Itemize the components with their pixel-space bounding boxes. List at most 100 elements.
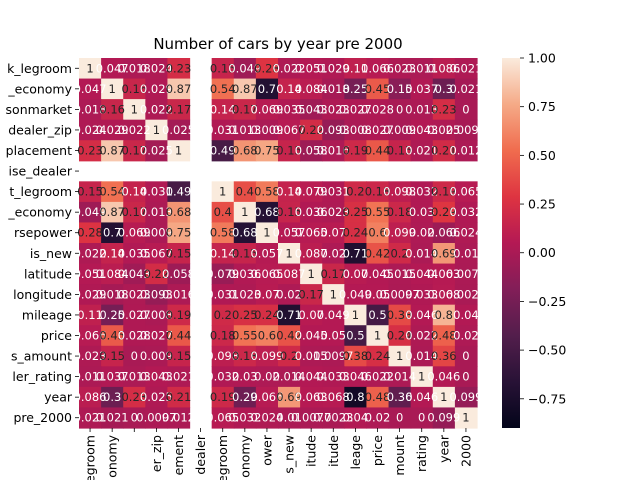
heatmap-cell bbox=[211, 366, 235, 388]
heatmap-cell bbox=[366, 222, 390, 244]
heatmap-cell bbox=[278, 119, 301, 141]
heatmap-cell bbox=[79, 243, 102, 265]
cell-value-label: 1 bbox=[308, 267, 315, 281]
heatmap-cell bbox=[344, 366, 368, 388]
cell-value-label: 0.025 bbox=[140, 144, 173, 158]
heatmap-cell bbox=[300, 386, 323, 409]
cell-value-label: 0.009 bbox=[250, 123, 283, 137]
colorbar-tick-label: −0.50 bbox=[528, 343, 566, 358]
cell-value-label: 0.009 bbox=[140, 226, 173, 240]
cell-value-label: 0.2 bbox=[390, 246, 408, 260]
heatmap-cell bbox=[211, 58, 235, 80]
column-tick-label: rating bbox=[414, 435, 429, 472]
cell-value-label: 0.044 bbox=[405, 267, 438, 281]
row-tick-label: ise_dealer bbox=[8, 164, 72, 179]
heatmap-cell bbox=[410, 222, 434, 244]
cell-value-label: 1 bbox=[330, 287, 337, 301]
cell-value-label: 0.068 bbox=[317, 390, 350, 404]
cell-value-label: 0.067 bbox=[273, 123, 306, 137]
heatmap-cell bbox=[410, 58, 434, 80]
heatmap-cell bbox=[344, 119, 368, 141]
heatmap-cell bbox=[344, 181, 368, 203]
heatmap-cell bbox=[123, 201, 146, 224]
cell-value-label: 0 bbox=[396, 102, 403, 116]
cell-value-label: 0.8 bbox=[346, 390, 364, 404]
cell-value-label: 0.021 bbox=[74, 411, 107, 425]
heatmap-cell bbox=[123, 325, 146, 347]
cell-value-label: 0.028 bbox=[118, 329, 151, 343]
cell-value-label: 0.049 bbox=[339, 287, 372, 301]
heatmap-cell bbox=[300, 284, 323, 306]
heatmap-cell bbox=[454, 325, 478, 347]
heatmap-cell bbox=[233, 386, 257, 409]
cell-value-label: 0.018 bbox=[118, 61, 151, 75]
cell-value-label: 0.031 bbox=[206, 287, 239, 301]
heatmap-cell bbox=[79, 345, 102, 367]
cell-value-label: 0.68 bbox=[232, 226, 258, 240]
cell-value-label: 0.099 bbox=[449, 390, 482, 404]
heatmap-cell bbox=[322, 181, 345, 203]
heatmap-cell bbox=[145, 263, 169, 285]
cell-value-label: 0.022 bbox=[118, 123, 151, 137]
heatmap-cell bbox=[366, 304, 390, 326]
colorbar-tick-label: −0.75 bbox=[528, 391, 566, 406]
heatmap-cell bbox=[167, 345, 191, 367]
cell-value-label: 0.013 bbox=[405, 102, 438, 116]
cell-value-label: 0.01 bbox=[276, 411, 302, 425]
heatmap-cell bbox=[167, 119, 191, 141]
cell-value-label: 0.75 bbox=[254, 144, 280, 158]
heatmap-cell bbox=[278, 99, 301, 121]
heatmap-cell bbox=[300, 78, 323, 100]
row-tick-label: is_new bbox=[30, 246, 72, 261]
heatmap-cell bbox=[233, 140, 257, 162]
cell-value-label: 0.3 bbox=[103, 390, 121, 404]
heatmap-cell bbox=[344, 386, 368, 409]
heatmap-cell bbox=[145, 366, 169, 388]
heatmap-cell bbox=[300, 222, 323, 244]
row-tick-label: k_legroom bbox=[7, 61, 72, 76]
cell-value-label: 0.68 bbox=[254, 205, 280, 219]
heatmap-cell bbox=[167, 325, 191, 347]
heatmap-cell bbox=[123, 304, 146, 326]
heatmap-cell bbox=[366, 140, 390, 162]
column-tick-label: mount bbox=[392, 435, 407, 476]
heatmap-cell bbox=[454, 140, 478, 162]
heatmap-cell bbox=[454, 78, 478, 100]
heatmap-cell bbox=[278, 263, 301, 285]
cell-value-label: 0.025 bbox=[140, 390, 173, 404]
cell-value-label: 0.17 bbox=[166, 102, 192, 116]
heatmap-cell bbox=[211, 222, 235, 244]
cell-value-label: 0.15 bbox=[276, 144, 302, 158]
heatmap-cell bbox=[278, 243, 301, 265]
cell-value-label: 0.4 bbox=[236, 185, 254, 199]
heatmap-cell bbox=[167, 386, 191, 409]
column-tick-label: itude bbox=[326, 435, 341, 467]
cell-value-label: 0.7 bbox=[103, 226, 121, 240]
cell-value-label: 0.009 bbox=[383, 123, 416, 137]
heatmap-cell bbox=[211, 78, 235, 100]
cell-value-label: 0.032 bbox=[206, 370, 239, 384]
heatmap-cell bbox=[211, 284, 235, 306]
heatmap-cell bbox=[322, 407, 345, 429]
heatmap-cell bbox=[322, 119, 345, 141]
heatmap-cell bbox=[454, 222, 478, 244]
heatmap-cell bbox=[233, 99, 257, 121]
heatmap-cell bbox=[322, 366, 345, 388]
heatmap-cell bbox=[211, 181, 235, 203]
cell-value-label: 0.021 bbox=[449, 82, 482, 96]
heatmap-cell bbox=[145, 325, 169, 347]
heatmap-cell bbox=[344, 201, 368, 224]
heatmap-cell bbox=[79, 140, 102, 162]
heatmap-cell bbox=[123, 366, 146, 388]
heatmap-cell bbox=[79, 304, 102, 326]
cell-value-label: 0.049 bbox=[74, 205, 107, 219]
row-tick-label: _economy bbox=[7, 81, 72, 96]
cell-value-label: 0.14 bbox=[99, 246, 125, 260]
column-tick-labels: legroom onomy er_zip ement dealer egroom onomy… bbox=[83, 428, 473, 480]
heatmap-cell bbox=[388, 99, 412, 121]
heatmap-cell bbox=[101, 325, 124, 347]
cell-value-label: 0.29 bbox=[431, 205, 457, 219]
heatmap-cell bbox=[211, 345, 235, 367]
cell-value-label: 0.0023 bbox=[313, 411, 353, 425]
